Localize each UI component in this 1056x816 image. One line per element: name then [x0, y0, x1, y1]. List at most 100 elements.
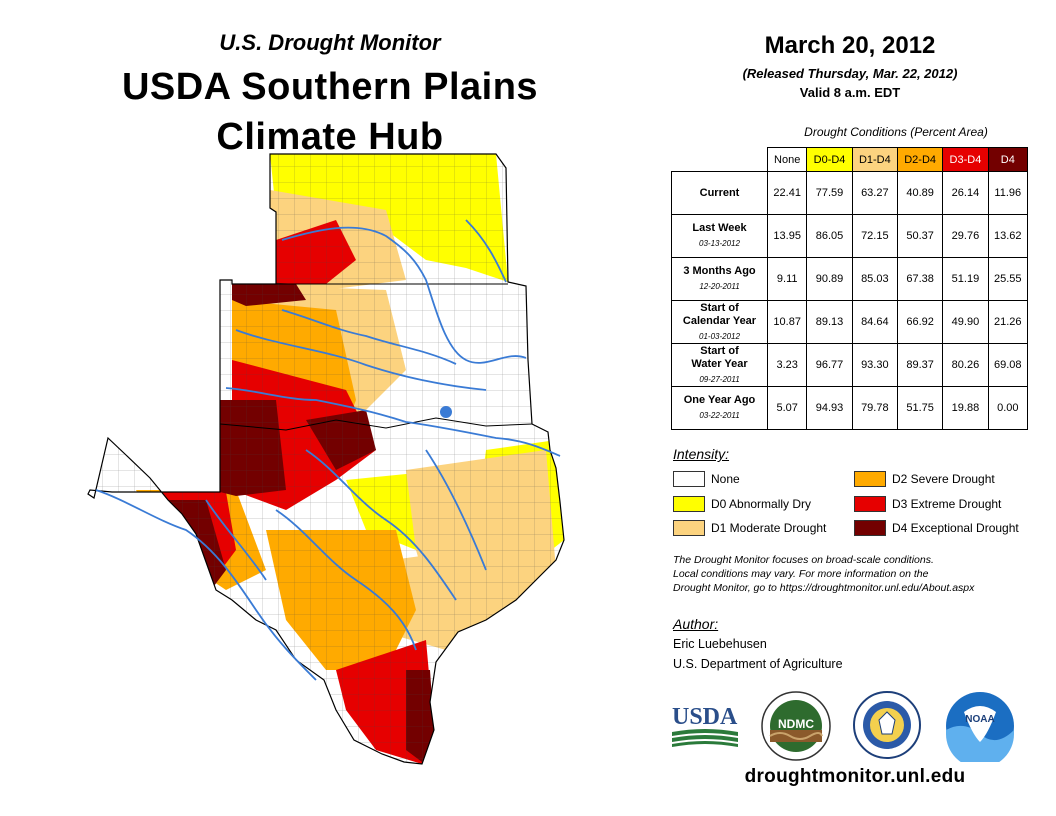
note-line: Local conditions may vary. For more info… — [673, 568, 929, 580]
table-cell: 77.59 — [806, 171, 853, 215]
table-cell: 80.26 — [942, 343, 989, 387]
table-cell: 9.11 — [766, 257, 808, 301]
table-cell: 21.26 — [987, 300, 1029, 344]
ndmc-logo-text: NDMC — [778, 717, 814, 731]
table-cell: 26.14 — [942, 171, 989, 215]
table-cell: 25.55 — [987, 257, 1029, 301]
legend-swatch — [854, 496, 886, 512]
legend-item-d0: D0 Abnormally Dry — [673, 496, 811, 512]
row-label: 3 Months Ago 12-20-2011 — [671, 257, 768, 301]
legend-swatch — [854, 520, 886, 536]
row-date: 01-03-2012 — [699, 331, 740, 341]
river-brazos — [305, 449, 457, 601]
date-block: March 20, 2012 (Released Thursday, Mar. … — [680, 32, 1020, 100]
release-date: (Released Thursday, Mar. 22, 2012) — [742, 66, 958, 81]
table-cell: 50.37 — [896, 214, 944, 258]
table-cell: 29.76 — [942, 214, 989, 258]
table-row: Start of Water Year 09-27-2011 3.23 96.77 93.… — [671, 343, 1029, 387]
drought-conditions-table: None D0-D4 D1-D4 D2-D4 D3-D4 D4 Current 2… — [671, 147, 1029, 430]
legend-label: D1 Moderate Drought — [711, 521, 827, 535]
table-cell: 5.07 — [766, 386, 808, 430]
table-cell: 13.95 — [766, 214, 808, 258]
table-cell: 66.92 — [896, 300, 944, 344]
river-neosho — [465, 219, 507, 283]
river-pecos — [205, 499, 267, 581]
table-cell: 96.77 — [806, 343, 853, 387]
legend-label: D2 Severe Drought — [892, 472, 995, 486]
author-label: Author: — [673, 616, 719, 632]
col-header: D3-D4 — [942, 147, 989, 172]
table-row: One Year Ago 03-22-2011 5.07 94.93 79.78 51.7… — [671, 386, 1029, 430]
table-caption: Drought Conditions (Percent Area) — [804, 125, 988, 139]
valid-time: Valid 8 a.m. EDT — [799, 85, 901, 100]
table-cell: 79.78 — [851, 386, 898, 430]
table-cell: 51.75 — [896, 386, 944, 430]
table-cell: 19.88 — [942, 386, 989, 430]
map-title-line1: USDA Southern Plains — [121, 66, 539, 108]
oklahoma-texas-border — [219, 417, 533, 431]
table-cell: 94.93 — [806, 386, 853, 430]
row-label: Last Week 03-13-2012 — [671, 214, 768, 258]
legend-label: D4 Exceptional Drought — [892, 521, 1019, 535]
legend-swatch — [673, 496, 705, 512]
river-canadian — [235, 329, 487, 391]
table-header-row: None D0-D4 D1-D4 D2-D4 D3-D4 D4 — [672, 147, 1029, 172]
county-lines — [88, 154, 564, 764]
table-cell: 3.23 — [766, 343, 808, 387]
legend-item-none: None — [673, 471, 740, 487]
river-red — [225, 387, 561, 457]
col-header: D1-D4 — [851, 147, 898, 172]
row-date: 12-20-2011 — [699, 282, 740, 291]
legend-label: None — [711, 472, 740, 486]
table-cell: 72.15 — [851, 214, 898, 258]
rivers — [95, 219, 561, 681]
table-cell: 86.05 — [806, 214, 853, 258]
table-row: Last Week 03-13-2012 13.95 86.05 72.15 50.37 2… — [671, 214, 1029, 258]
legend-item-d1: D1 Moderate Drought — [673, 520, 826, 536]
legend-item-d4: D4 Exceptional Drought — [854, 520, 1019, 536]
row-label: Start of Calendar Year 01-03-2012 — [671, 300, 768, 344]
table-cell: 49.90 — [942, 300, 989, 344]
noaa-logo: NOAA — [946, 692, 1014, 762]
legend-swatch — [854, 471, 886, 487]
table-cell: 10.87 — [766, 300, 808, 344]
col-header: D0-D4 — [806, 147, 853, 172]
commerce-seal-logo — [853, 691, 921, 759]
ndmc-logo: NDMC — [761, 691, 831, 761]
legend-item-d3: D3 Extreme Drought — [854, 496, 1001, 512]
table-row: 3 Months Ago 12-20-2011 9.11 90.89 85.03 67.3… — [671, 257, 1029, 301]
table-cell: 89.13 — [806, 300, 853, 344]
table-cell: 69.08 — [987, 343, 1029, 387]
map-date: March 20, 2012 — [764, 32, 936, 59]
table-cell: 40.89 — [896, 171, 944, 215]
table-cell: 13.62 — [987, 214, 1029, 258]
legend-swatch — [673, 520, 705, 536]
usda-logo-text: USDA — [672, 704, 738, 730]
col-header: D4 — [987, 147, 1029, 172]
legend-swatch — [673, 471, 705, 487]
row-label: One Year Ago 03-22-2011 — [671, 386, 768, 430]
lake-texoma — [440, 406, 452, 418]
noaa-logo-text: NOAA — [965, 714, 994, 725]
row-date: 03-13-2012 — [699, 239, 740, 248]
table-cell: 85.03 — [851, 257, 898, 301]
table-cell: 0.00 — [987, 386, 1029, 430]
table-cell: 93.30 — [851, 343, 898, 387]
col-header: None — [766, 147, 808, 172]
river-colorado — [275, 509, 417, 651]
author-name: Eric Luebehusen — [673, 637, 767, 651]
table-body: Current 22.41 77.59 63.27 40.89 26.14 11.96 Las… — [671, 171, 1029, 430]
table-cell: 90.89 — [806, 257, 853, 301]
table-row: Start of Calendar Year 01-03-2012 10.87 89.1… — [671, 300, 1029, 344]
row-label: Current — [671, 171, 768, 215]
table-cell: 51.19 — [942, 257, 989, 301]
table-cell: 11.96 — [987, 171, 1029, 215]
usda-logo: USDA — [672, 704, 738, 747]
legend-label: D0 Abnormally Dry — [711, 497, 812, 511]
website-url[interactable]: droughtmonitor.unl.edu — [744, 766, 966, 787]
row-label: Start of Water Year 09-27-2011 — [671, 343, 768, 387]
legend-item-d2: D2 Severe Drought — [854, 471, 995, 487]
river-trinity — [425, 449, 487, 571]
legend-title: Intensity: — [673, 446, 730, 462]
note-line: Drought Monitor, go to https://droughtmo… — [673, 582, 975, 594]
